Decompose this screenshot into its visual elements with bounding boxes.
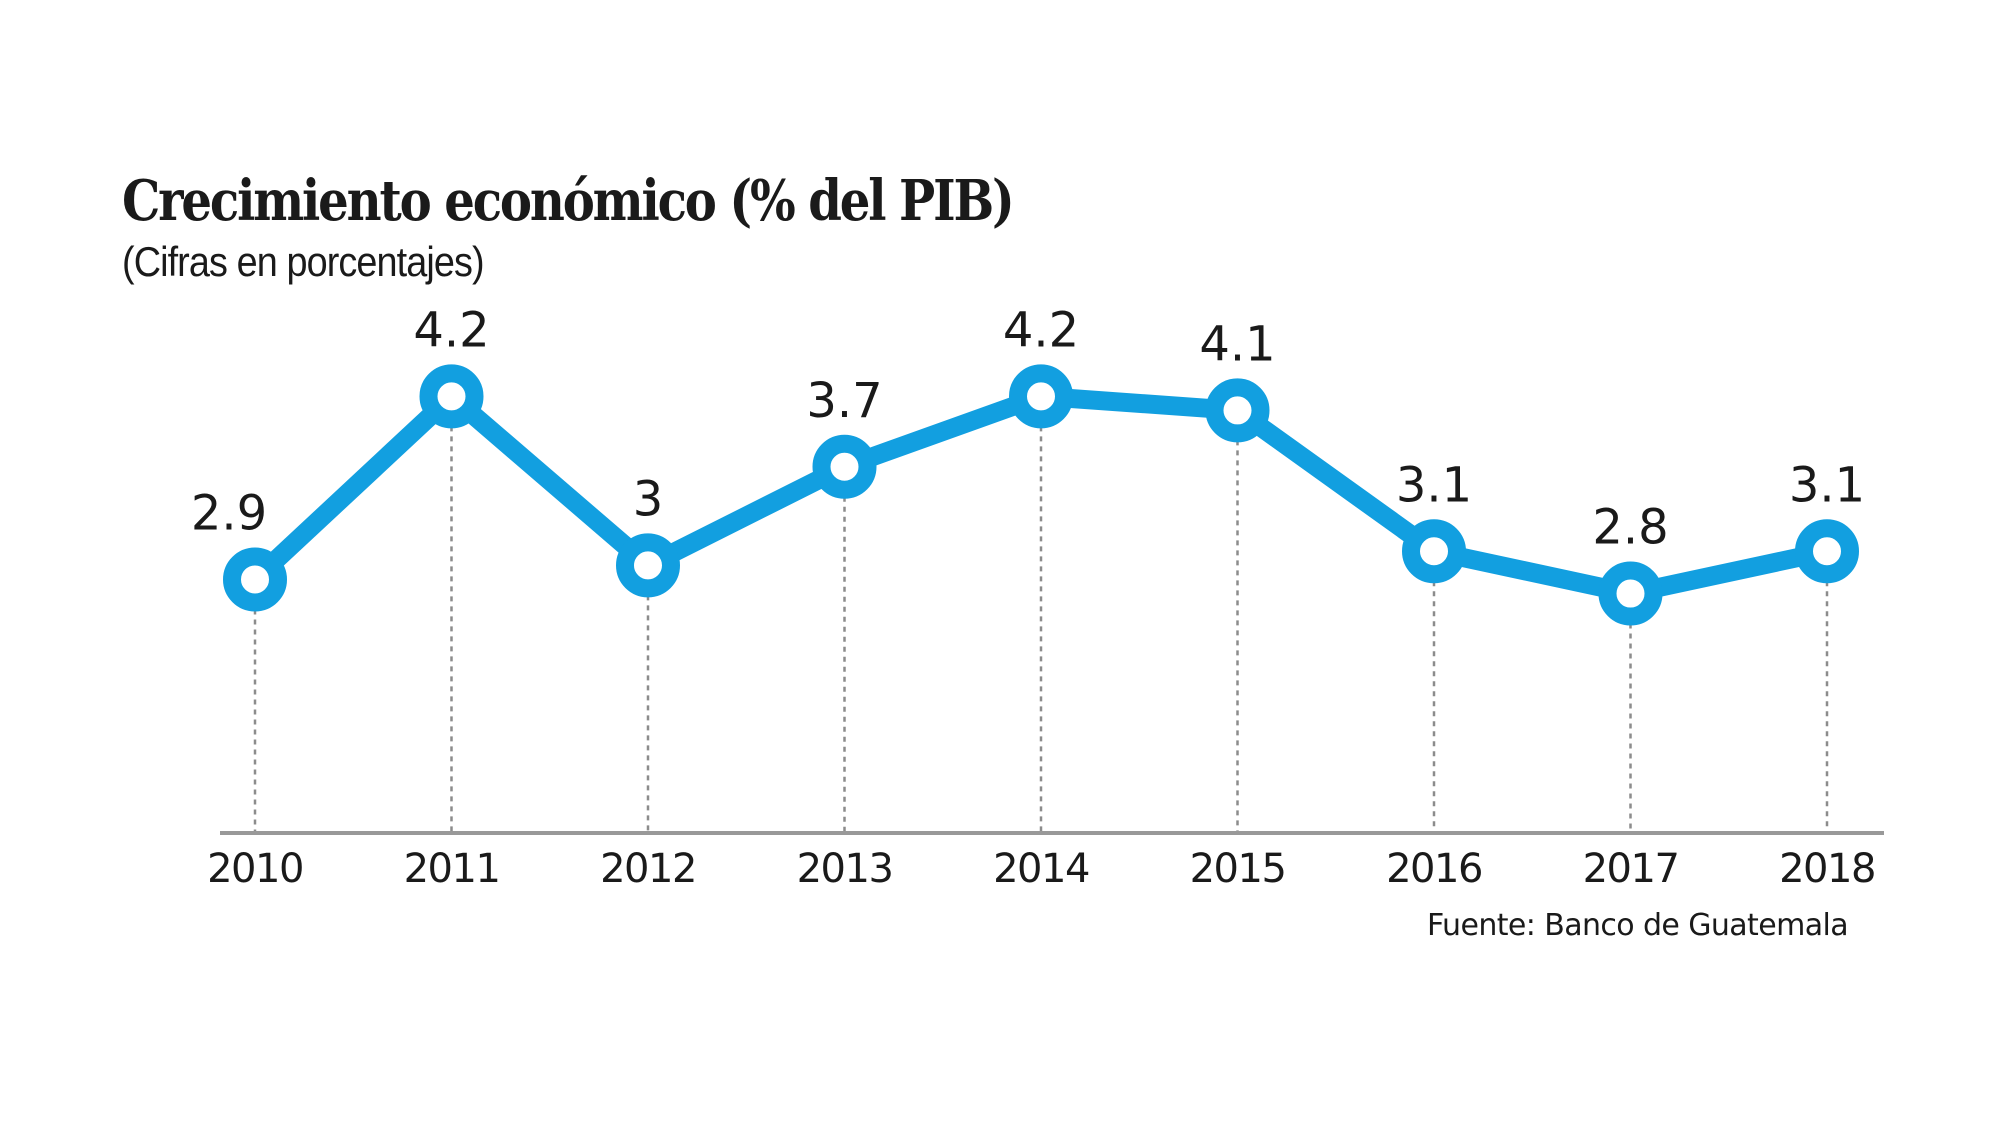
- data-label-2017: 2.8: [1592, 500, 1668, 556]
- x-tick-label-2011: 2011: [404, 846, 500, 892]
- data-point-2018: [1795, 519, 1859, 584]
- drop-lines: [253, 396, 1829, 833]
- x-tick-label-2018: 2018: [1779, 846, 1875, 892]
- data-label-2018: 3.1: [1789, 457, 1865, 513]
- data-label-2016: 3.1: [1396, 457, 1472, 513]
- x-tick-label-2010: 2010: [207, 846, 303, 892]
- chart-title: Crecimiento económico (% del PIB): [122, 168, 1015, 234]
- x-tick-label-2017: 2017: [1583, 846, 1679, 892]
- data-point-2015: [1205, 378, 1270, 443]
- source-note: Fuente: Banco de Guatemala: [1427, 908, 1849, 943]
- data-label-2011: 4.2: [413, 302, 489, 358]
- data-label-2014: 4.2: [1003, 302, 1079, 358]
- data-point-2012: [616, 533, 680, 598]
- data-point-2013: [812, 434, 877, 499]
- data-point-2010: [223, 547, 287, 612]
- x-tick-label-2012: 2012: [600, 846, 696, 892]
- data-point-2016: [1402, 519, 1466, 584]
- x-tick-label-2014: 2014: [993, 846, 1089, 892]
- data-label-2015: 4.1: [1199, 316, 1275, 372]
- data-markers: [223, 364, 1859, 626]
- x-tick-labels: 2010 2011 2012 2013 2014 2015 2016 2017 2018: [207, 846, 1876, 892]
- x-tick-label-2015: 2015: [1190, 846, 1286, 892]
- x-tick-label-2016: 2016: [1386, 846, 1482, 892]
- data-point-2017: [1598, 561, 1663, 626]
- data-point-2014: [1009, 364, 1073, 429]
- data-label-2012: 3: [633, 471, 664, 527]
- x-tick-label-2013: 2013: [797, 846, 893, 892]
- data-value-labels: 2.9 4.2 3 3.7 4.2 4.1 3.1 2.8 3.1: [191, 302, 1865, 555]
- data-label-2013: 3.7: [806, 373, 882, 429]
- data-point-2011: [419, 364, 484, 429]
- chart-subtitle: (Cifras en porcentajes): [122, 238, 485, 285]
- data-label-2010: 2.9: [191, 485, 267, 541]
